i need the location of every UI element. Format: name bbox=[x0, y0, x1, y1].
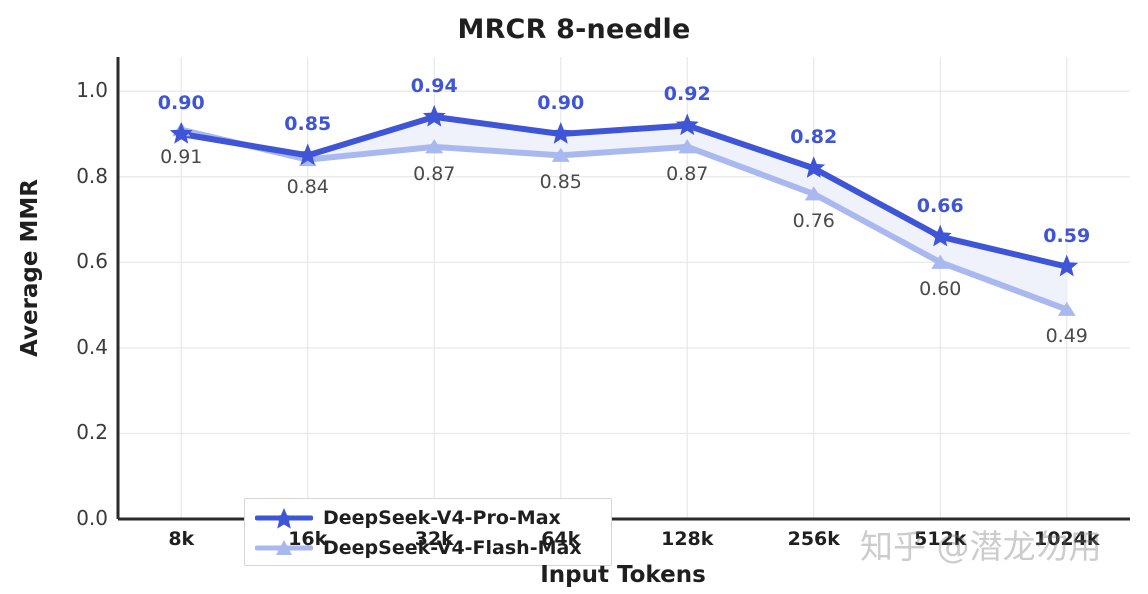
data-label-pro: 0.85 bbox=[284, 113, 332, 136]
x-tick-label: 128k bbox=[661, 528, 714, 550]
data-label-pro: 0.90 bbox=[537, 92, 585, 114]
x-tick-label: 32k bbox=[414, 528, 454, 550]
data-label-flash: 0.84 bbox=[286, 175, 329, 198]
plot-svg bbox=[116, 57, 1130, 521]
data-label-flash: 0.87 bbox=[666, 162, 709, 185]
data-label-pro: 0.94 bbox=[410, 74, 458, 97]
legend-label-flash: DeepSeek-V4-Flash-Max bbox=[323, 537, 582, 559]
legend-item-flash[interactable]: DeepSeek-V4-Flash-Max bbox=[255, 533, 582, 563]
legend-marker-star-icon bbox=[255, 506, 313, 530]
series-fill-band bbox=[181, 116, 1067, 310]
legend-marker-triangle-icon bbox=[255, 536, 313, 560]
data-label-pro: 0.82 bbox=[790, 126, 838, 149]
x-tick-label: 16k bbox=[288, 528, 328, 550]
plot-area: 0.90 0.85 0.94 0.90 0.92 0.82 0.66 0.59 0.91 0.84… bbox=[116, 57, 1130, 566]
data-label-pro: 0.92 bbox=[663, 83, 711, 106]
x-tick-label: 8k bbox=[168, 528, 195, 550]
x-tick-label: 64k bbox=[541, 528, 581, 550]
legend-item-pro[interactable]: DeepSeek-V4-Pro-Max bbox=[255, 503, 561, 533]
y-tick-label: 0.4 bbox=[76, 334, 108, 359]
y-tick-label: 1.0 bbox=[76, 78, 108, 103]
data-label-flash: 0.60 bbox=[919, 278, 962, 301]
series-markers-pro bbox=[169, 104, 1079, 277]
data-label-pro: 0.90 bbox=[157, 92, 205, 114]
series-line-pro bbox=[178, 113, 1070, 270]
x-axis-label: Input Tokens bbox=[540, 562, 706, 588]
y-tick-label: 0.2 bbox=[76, 420, 108, 445]
data-label-flash: 0.76 bbox=[792, 209, 835, 232]
y-tick-label: 0.6 bbox=[76, 249, 108, 274]
chart-legend[interactable]: DeepSeek-V4-Pro-Max DeepSeek-V4-Flash-Ma… bbox=[244, 498, 612, 566]
data-label-pro: 0.66 bbox=[916, 194, 964, 217]
y-tick-label: 0.0 bbox=[76, 506, 108, 530]
x-tick-label: 256k bbox=[787, 528, 840, 550]
x-tick-label: 512k bbox=[914, 528, 967, 550]
data-label-pro: 0.59 bbox=[1043, 224, 1091, 247]
data-label-flash: 0.87 bbox=[413, 162, 456, 185]
y-tick-label: 0.8 bbox=[76, 163, 108, 188]
data-label-flash: 0.91 bbox=[160, 145, 203, 168]
data-label-flash: 0.85 bbox=[539, 171, 582, 194]
data-label-flash: 0.49 bbox=[1045, 325, 1088, 348]
chart-title: MRCR 8-needle bbox=[457, 14, 691, 45]
x-tick-label: 1024k bbox=[1033, 528, 1100, 550]
series-line-flash bbox=[178, 126, 1070, 313]
legend-label-pro: DeepSeek-V4-Pro-Max bbox=[323, 507, 561, 529]
